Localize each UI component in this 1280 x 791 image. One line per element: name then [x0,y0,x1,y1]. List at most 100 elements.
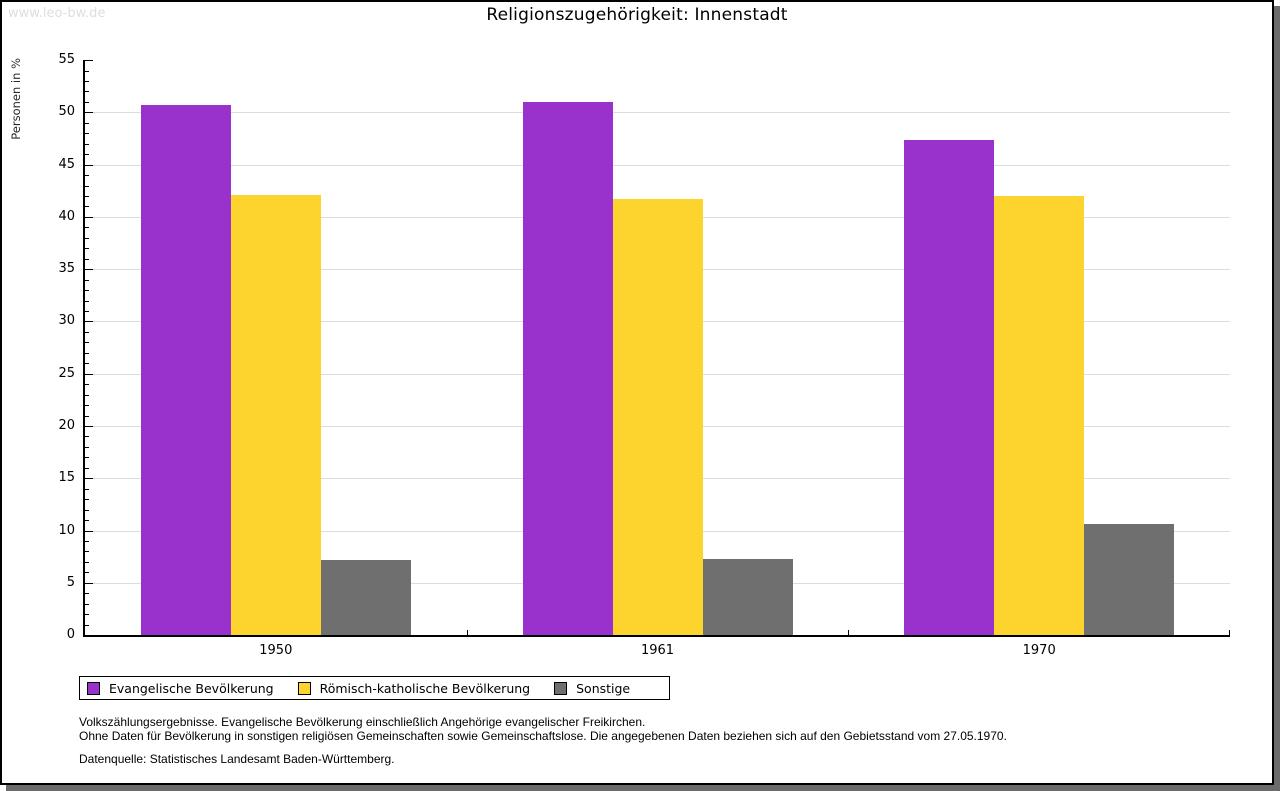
bar-1970-s0 [904,139,995,635]
gridline [85,112,1230,114]
y-minor-tick [85,143,89,145]
bar-1961-s1 [612,199,703,635]
y-minor-tick [85,551,89,553]
y-minor-tick [85,561,89,563]
y-minor-tick [85,572,89,574]
y-tick-label: 40 [58,208,75,224]
y-minor-tick [85,310,89,312]
legend-item: Römisch-katholische Bevölkerung [297,680,531,696]
y-tick-label: 10 [58,522,75,538]
x-boundary-tick [848,630,850,635]
y-minor-tick [85,540,89,542]
y-minor-tick [85,342,89,344]
x-tick-label: 1961 [640,643,675,658]
gridline [85,164,1230,166]
y-tick-label: 55 [58,52,75,67]
y-minor-tick [85,352,89,354]
x-tick-label: 1970 [1022,643,1056,658]
y-minor-tick [85,80,89,82]
y-minor-tick [85,384,89,386]
y-tick-label: 50 [58,104,75,120]
y-minor-tick [85,195,89,197]
legend-item: Evangelische Bevölkerung [87,681,274,696]
y-minor-tick [85,624,89,626]
x-axis-end-tick [1229,630,1230,635]
y-minor-tick [85,248,89,250]
y-major-tick [85,269,93,271]
y-minor-tick [85,499,89,501]
watermark: www.leo-bw.de [8,6,106,21]
y-minor-tick [85,258,89,260]
y-minor-tick [85,185,89,187]
legend-swatch-0 [87,681,100,695]
y-minor-tick [85,405,89,406]
y-minor-tick [85,175,89,176]
y-tick-label: 0 [66,627,75,642]
bar-1961-s2 [702,558,793,635]
y-minor-tick [85,394,89,396]
y-minor-tick [85,509,89,511]
bar-1970-s1 [994,195,1085,635]
y-major-tick [85,425,93,427]
y-tick-label: 45 [58,156,75,172]
legend-item: Sonstige [554,681,630,696]
y-minor-tick [85,467,89,469]
legend-label: Sonstige [576,680,631,696]
legend-label: Evangelische Bevölkerung [109,680,274,696]
y-minor-tick [85,101,89,103]
y-minor-tick [85,279,89,281]
x-boundary-tick [466,630,468,635]
y-minor-tick [85,154,89,156]
y-major-tick [85,112,93,114]
legend-swatch-1 [297,681,311,695]
footnote-line: Ohne Daten für Bevölkerung in sonstigen … [79,728,1007,743]
y-major-tick [85,164,93,166]
y-major-tick [85,321,93,323]
y-tick-label: 25 [58,365,75,381]
plot-area: 0 5 10 15 20 25 30 35 40 45 50 55 1950 1961 1970 [58,52,1230,658]
y-minor-tick [85,593,89,595]
y-axis-title: Personen in % [9,58,23,140]
y-tick-label: 30 [58,313,75,329]
y-minor-tick [85,300,89,302]
y-major-tick [85,216,93,218]
y-major-tick [85,478,93,480]
footnote-source: Datenquelle: Statistisches Landesamt Bad… [79,752,395,766]
legend-swatch-2 [554,681,568,695]
y-minor-tick [85,363,89,365]
bar-1961-s0 [522,101,613,635]
y-minor-tick [85,237,89,239]
y-minor-tick [85,457,89,459]
y-tick-label: 5 [66,574,75,590]
y-tick-label: 15 [58,470,75,486]
legend-label: Römisch-katholische Bevölkerung [319,680,531,696]
legend: Evangelische Bevölkerung Römisch-katholis… [79,676,670,700]
y-minor-tick [85,206,89,208]
bar-1950-s2 [320,559,411,635]
y-minor-tick [85,446,89,448]
chart-title: Religionszugehörigkeit: Innenstadt [486,5,788,25]
y-minor-tick [85,436,89,438]
y-minor-tick [85,415,89,417]
bar-1950-s0 [140,105,231,635]
y-major-tick [85,530,93,532]
y-major-tick [85,582,93,584]
y-major-tick [85,373,93,375]
y-minor-tick [85,91,89,93]
bar-1950-s1 [230,194,321,635]
y-minor-tick [85,331,89,333]
y-minor-tick [85,290,89,291]
y-minor-tick [85,603,89,605]
y-major-tick [85,635,93,636]
y-major-tick [85,60,93,61]
y-minor-tick [85,122,89,124]
footnotes: Volkszählungsergebnisse. Evangelische Be… [79,715,1007,767]
y-minor-tick [85,614,89,616]
y-minor-tick [85,133,89,135]
footnote-line: Volkszählungsergebnisse. Evangelische Be… [79,715,646,729]
y-minor-tick [85,488,89,490]
y-tick-label: 20 [58,417,75,433]
bar-1970-s2 [1084,524,1175,635]
x-tick-label: 1950 [259,643,293,658]
